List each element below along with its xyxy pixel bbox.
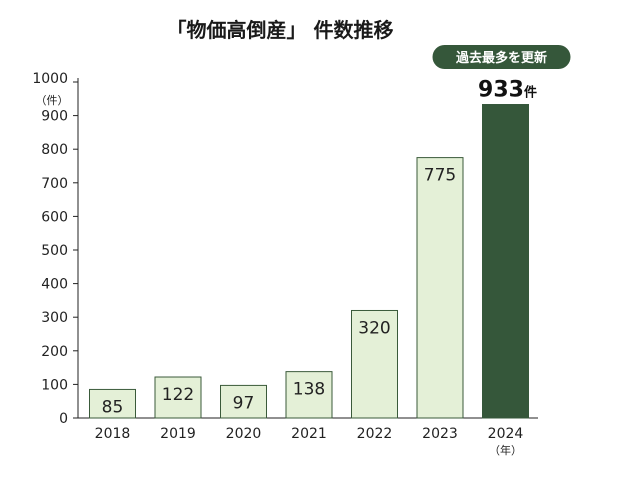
- y-axis-unit: （件）: [36, 94, 69, 107]
- chart-title: 「物価高倒産」 件数推移: [166, 18, 394, 42]
- highlight-value-label: 933件: [478, 78, 537, 103]
- bar-2023: [416, 157, 464, 419]
- y-tick-label: 0: [59, 411, 68, 427]
- x-tick-label: 2024: [488, 426, 524, 442]
- x-tick-label: 2018: [95, 426, 131, 442]
- highlight-value-number: 933: [478, 78, 524, 103]
- bar-2020: [220, 384, 267, 419]
- record-badge: [432, 45, 571, 69]
- value-label: 138: [293, 380, 325, 400]
- value-label: 320: [358, 318, 390, 338]
- y-tick-label: 200: [41, 344, 68, 360]
- y-tick-label: 400: [41, 277, 68, 293]
- x-tick-label: 2022: [357, 426, 393, 442]
- x-tick-label: 2023: [422, 426, 458, 442]
- x-tick-label: 2019: [160, 426, 196, 442]
- bar-2019: [154, 376, 202, 419]
- value-label: 775: [424, 166, 456, 186]
- highlight-value-suffix: 件: [524, 85, 537, 101]
- bar-2018: [89, 388, 136, 419]
- value-label: 85: [102, 397, 124, 417]
- value-label: 122: [162, 385, 194, 405]
- value-label: 97: [233, 393, 255, 413]
- x-axis-unit: （年）: [489, 443, 522, 457]
- x-tick-label: 2020: [226, 426, 262, 442]
- y-tick-label: 500: [41, 243, 68, 259]
- y-tick-label: 300: [41, 310, 68, 326]
- x-tick-label: 2021: [291, 426, 327, 442]
- record-badge-text: 過去最多を更新: [455, 50, 547, 66]
- bar-2022: [351, 309, 398, 419]
- y-tick-label: 700: [41, 176, 68, 192]
- y-tick-label: 1000: [32, 71, 68, 87]
- y-tick-label: 100: [41, 377, 68, 393]
- bar-2024: [482, 104, 529, 419]
- bar-2021: [285, 371, 333, 419]
- y-tick-label: 900: [41, 109, 68, 125]
- y-tick-label: 800: [41, 142, 68, 158]
- y-tick-label: 600: [41, 209, 68, 225]
